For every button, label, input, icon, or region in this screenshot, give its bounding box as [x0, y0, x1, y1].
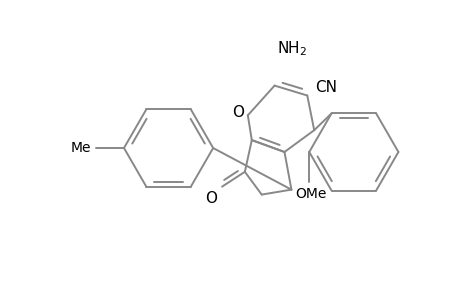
Text: NH$_2$: NH$_2$	[277, 39, 307, 58]
Text: CN: CN	[314, 80, 336, 95]
Text: Me: Me	[71, 141, 91, 155]
Text: O: O	[231, 105, 243, 120]
Text: OMe: OMe	[295, 187, 326, 201]
Text: O: O	[205, 190, 217, 206]
